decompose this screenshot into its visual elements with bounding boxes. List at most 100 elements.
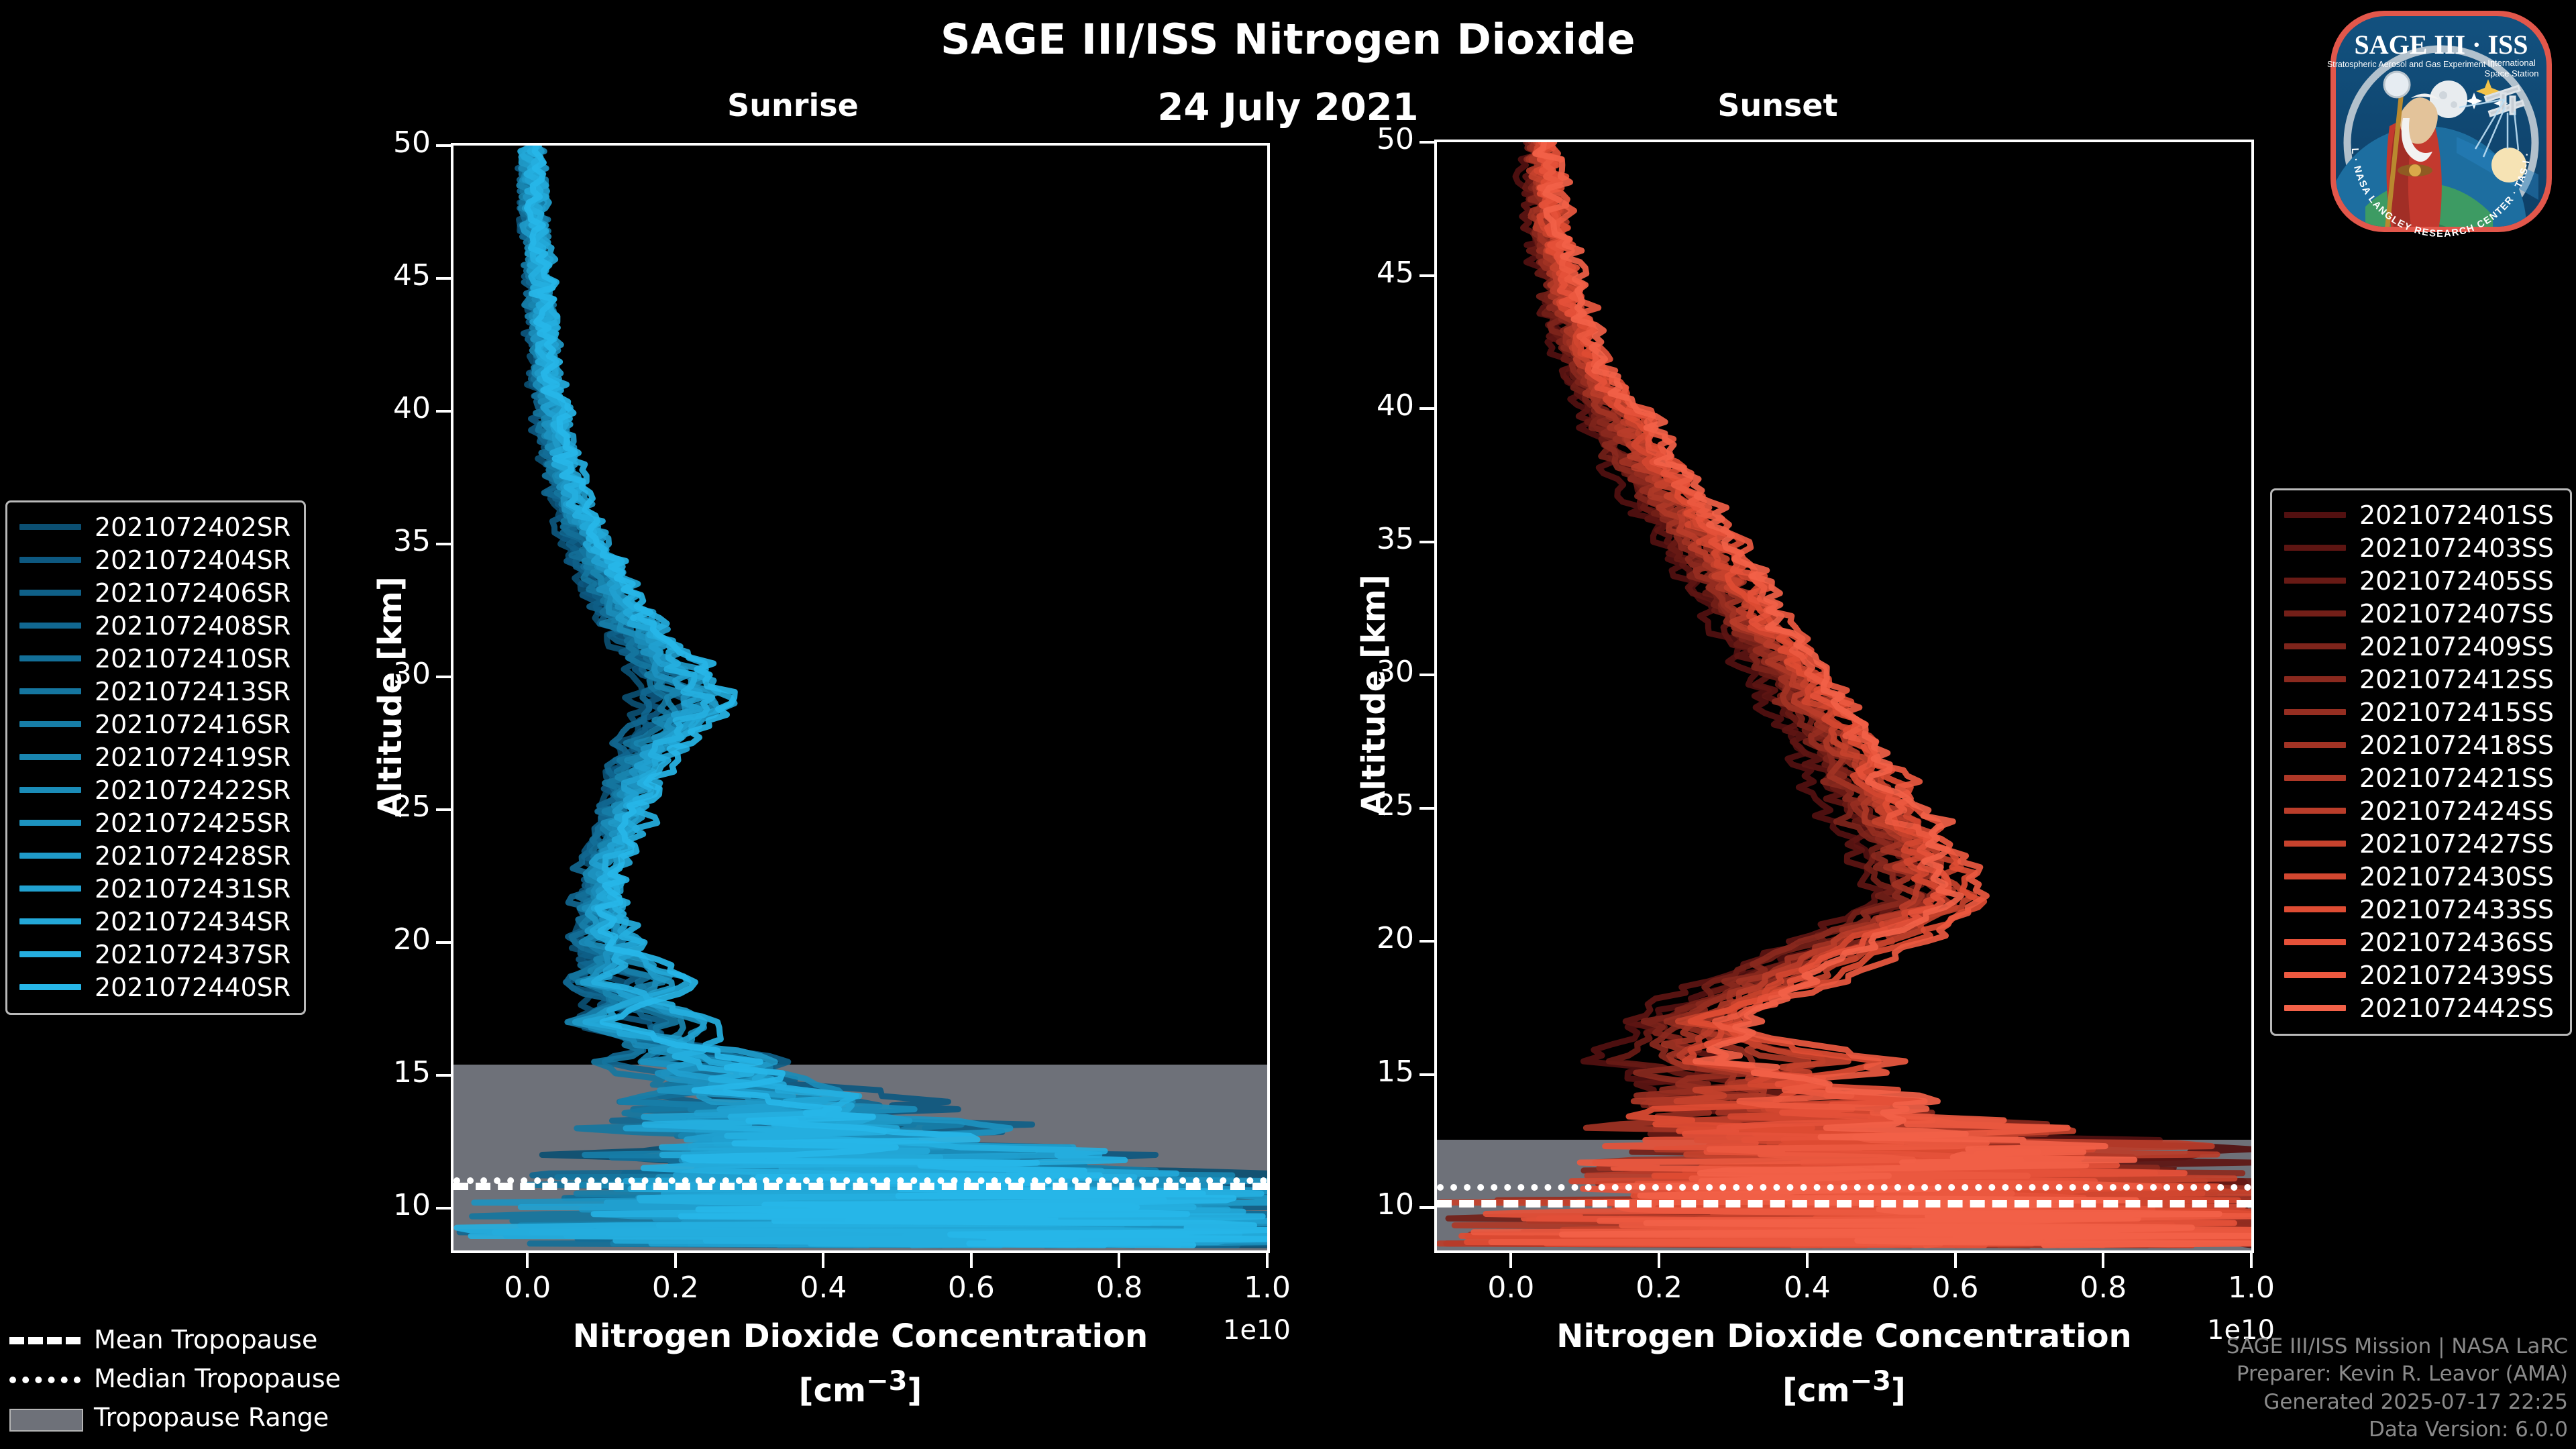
legend-item-tropopause-range: Tropopause Range — [9, 1398, 345, 1437]
y-axis-tick-label: 15 — [393, 1055, 431, 1089]
y-axis-tick-label: 10 — [393, 1187, 431, 1222]
legend-color-swatch — [19, 623, 81, 629]
legend-item[interactable]: 2021072408SR — [19, 609, 292, 642]
legend-item[interactable]: 2021072410SR — [19, 642, 292, 675]
legend-item[interactable]: 2021072430SS — [2284, 860, 2558, 893]
x-axis-tick-label: 0.4 — [800, 1271, 847, 1305]
legend-item-label: 2021072439SS — [2359, 960, 2555, 990]
legend-item[interactable]: 2021072425SR — [19, 806, 292, 839]
legend-item[interactable]: 2021072439SS — [2284, 959, 2558, 991]
legend-color-swatch — [2284, 610, 2346, 616]
page-subtitle-date: 24 July 2021 — [1157, 86, 1419, 129]
legend-item[interactable]: 2021072413SR — [19, 675, 292, 708]
y-axis-tick-label: 20 — [1377, 921, 1414, 956]
legend-item[interactable]: 2021072422SR — [19, 773, 292, 806]
series-line — [453, 146, 1266, 1248]
series-line — [1467, 142, 2251, 1248]
legend-item[interactable]: 2021072409SS — [2284, 630, 2558, 663]
logo-subtitle-right-2: Space Station — [2485, 68, 2539, 78]
legend-item[interactable]: 2021072416SR — [19, 708, 292, 741]
y-axis-label-sunrise: Altitude [km] — [372, 576, 409, 818]
legend-item-label: 2021072428SR — [95, 841, 291, 871]
legend-item-label: 2021072433SS — [2359, 894, 2555, 924]
legend-item[interactable]: 2021072404SR — [19, 543, 292, 576]
legend-item-label: 2021072412SS — [2359, 664, 2555, 694]
legend-item[interactable]: 2021072403SS — [2284, 531, 2558, 564]
y-axis-tick — [1419, 141, 1434, 144]
legend-item[interactable]: 2021072431SR — [19, 872, 292, 905]
legend-item-label: 2021072421SS — [2359, 763, 2555, 793]
legend-sunrise[interactable]: 2021072402SR 2021072404SR 2021072406SR 2021… — [5, 500, 306, 1015]
legend-item[interactable]: 2021072405SS — [2284, 564, 2558, 597]
x-axis-tick-label: 0.6 — [1931, 1271, 1979, 1305]
legend-item[interactable]: 2021072412SS — [2284, 663, 2558, 696]
x-axis-tick-label: 0.2 — [1635, 1271, 1683, 1305]
legend-item[interactable]: 2021072401SS — [2284, 498, 2558, 531]
x-axis-tick — [1118, 1253, 1121, 1268]
legend-item[interactable]: 2021072421SS — [2284, 761, 2558, 794]
y-axis-tick — [436, 941, 451, 944]
y-axis-tick-label: 50 — [1377, 122, 1414, 156]
legend-color-swatch — [19, 754, 81, 760]
credit-preparer: Preparer: Kevin R. Leavor (AMA) — [2236, 1362, 2568, 1387]
y-axis-tick-label: 30 — [1377, 655, 1414, 690]
legend-color-swatch — [2284, 676, 2346, 682]
legend-item[interactable]: 2021072428SR — [19, 839, 292, 872]
legend-color-swatch — [2284, 1005, 2346, 1011]
legend-color-swatch — [19, 688, 81, 694]
y-axis-tick-label: 40 — [1377, 388, 1414, 423]
legend-item[interactable]: 2021072407SS — [2284, 597, 2558, 630]
y-axis-tick-label: 25 — [1377, 788, 1414, 822]
legend-item[interactable]: 2021072442SS — [2284, 991, 2558, 1024]
legend-item[interactable]: 2021072427SS — [2284, 827, 2558, 860]
legend-color-swatch — [19, 885, 81, 892]
legend-item-label: 2021072406SR — [95, 578, 291, 608]
y-axis-tick — [1419, 274, 1434, 277]
legend-color-swatch — [2284, 709, 2346, 715]
x-axis-tick-label: 1.0 — [2228, 1271, 2275, 1305]
legend-color-swatch — [2284, 841, 2346, 847]
legend-item-label: 2021072434SR — [95, 906, 291, 936]
x-axis-tick — [822, 1253, 825, 1268]
legend-sunset[interactable]: 2021072401SS 2021072403SS 2021072405SS 2021… — [2270, 488, 2572, 1036]
legend-color-swatch — [19, 951, 81, 957]
x-axis-label-sunset-line1: Nitrogen Dioxide Concentration — [1556, 1318, 2132, 1355]
legend-item[interactable]: 2021072436SS — [2284, 926, 2558, 959]
y-axis-tick-label: 35 — [393, 523, 431, 558]
median-tropopause-line — [453, 1177, 1267, 1185]
legend-item-label: 2021072401SS — [2359, 500, 2555, 530]
series-line — [1512, 142, 2251, 1248]
legend-item-median-tropopause: Median Tropopause — [9, 1359, 345, 1398]
x-axis-tick-label: 0.8 — [2080, 1271, 2127, 1305]
legend-item[interactable]: 2021072418SS — [2284, 729, 2558, 761]
sage-iii-iss-mission-patch-logo: BALL · NASA LANGLEY RESEARCH CENTER · TA… — [2325, 5, 2552, 237]
x-axis-exponent-sunrise: 1e10 — [1223, 1315, 1291, 1346]
legend-item[interactable]: 2021072440SR — [19, 971, 292, 1004]
x-axis-tick-label: 0.0 — [504, 1271, 551, 1305]
legend-item[interactable]: 2021072406SR — [19, 576, 292, 609]
x-axis-tick — [969, 1253, 973, 1268]
y-axis-tick — [1419, 674, 1434, 677]
y-axis-tick-label: 30 — [393, 656, 431, 691]
legend-item[interactable]: 2021072433SS — [2284, 893, 2558, 926]
series-line — [456, 146, 1267, 1248]
legend-item[interactable]: 2021072402SR — [19, 511, 292, 543]
median-tropopause-line — [1437, 1183, 2251, 1191]
legend-item[interactable]: 2021072419SR — [19, 741, 292, 773]
legend-item-label: 2021072416SR — [95, 709, 291, 739]
x-axis-tick-label: 0.2 — [651, 1271, 699, 1305]
panel-title-sunset: Sunset — [1717, 87, 1838, 123]
legend-item[interactable]: 2021072437SR — [19, 938, 292, 971]
y-axis-tick — [436, 808, 451, 811]
legend-color-swatch — [2284, 545, 2346, 551]
legend-color-swatch — [2284, 939, 2346, 945]
y-axis-tick-label: 10 — [1377, 1187, 1414, 1222]
legend-color-swatch — [19, 655, 81, 661]
mean-tropopause-line — [453, 1183, 1267, 1191]
legend-item-mean-tropopause: Mean Tropopause — [9, 1320, 345, 1359]
legend-item[interactable]: 2021072415SS — [2284, 696, 2558, 729]
legend-item[interactable]: 2021072434SR — [19, 905, 292, 938]
legend-item[interactable]: 2021072424SS — [2284, 794, 2558, 827]
x-axis-tick — [1658, 1253, 1661, 1268]
legend-label-tropopause-range: Tropopause Range — [94, 1403, 329, 1432]
